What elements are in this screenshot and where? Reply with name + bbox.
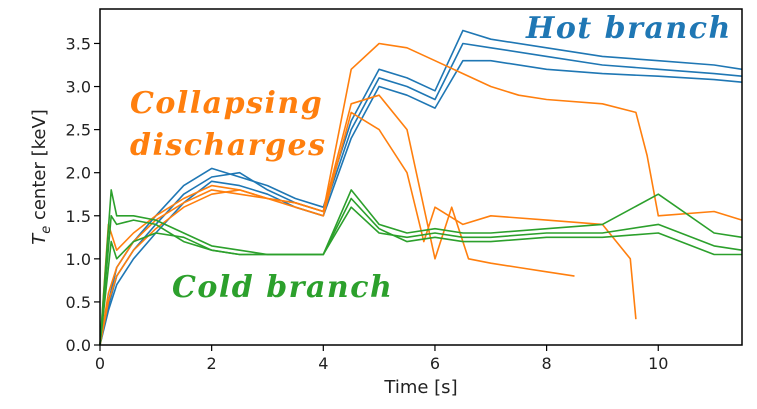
annotation-cold-branch: Cold branch	[172, 270, 393, 305]
y-tick-label: 2.0	[66, 164, 91, 183]
y-axis-label-text: center [keV]	[29, 109, 50, 226]
x-tick-label: 4	[318, 354, 328, 373]
y-tick-label: 0.0	[66, 336, 91, 355]
y-tick-label: 3.5	[66, 34, 91, 53]
x-tick-label: 0	[95, 354, 105, 373]
y-axis-label-subscript: e	[39, 226, 54, 234]
series-line-cold-6	[99, 189, 743, 346]
y-tick-label: 2.5	[66, 121, 91, 140]
x-tick-label: 2	[207, 354, 217, 373]
annotation-collapsing-line2: discharges	[130, 128, 327, 163]
series-line-cold-8	[99, 197, 742, 346]
series-line-cold-7	[99, 206, 743, 346]
y-axis: 0.0 0.5 1.0 1.5 2.0 2.5 3.0 3.5	[66, 34, 100, 355]
x-tick-label: 8	[542, 354, 552, 373]
x-tick-label: 6	[430, 354, 440, 373]
annotation-collapsing-line1: Collapsing	[130, 86, 323, 121]
series-line-collapsing-5	[99, 111, 637, 346]
y-tick-label: 0.5	[66, 293, 91, 312]
series-line-collapsing-4	[99, 94, 575, 346]
plot-lines	[99, 29, 743, 346]
y-tick-label: 1.5	[66, 207, 91, 226]
y-tick-label: 1.0	[66, 250, 91, 269]
y-axis-label: Te center [keV]	[29, 109, 54, 245]
x-axis-label: Time [s]	[383, 377, 457, 398]
y-tick-label: 3.0	[66, 78, 91, 97]
annotation-hot-branch: Hot branch	[525, 11, 732, 46]
series-line-hot-2	[99, 59, 743, 346]
plot-frame	[99, 8, 743, 346]
x-tick-label: 10	[648, 354, 668, 373]
y-axis-label-symbol: T	[29, 232, 50, 245]
series-line-collapsing-3	[99, 42, 743, 346]
x-axis: 0 2 4 6 8 10	[95, 345, 668, 373]
